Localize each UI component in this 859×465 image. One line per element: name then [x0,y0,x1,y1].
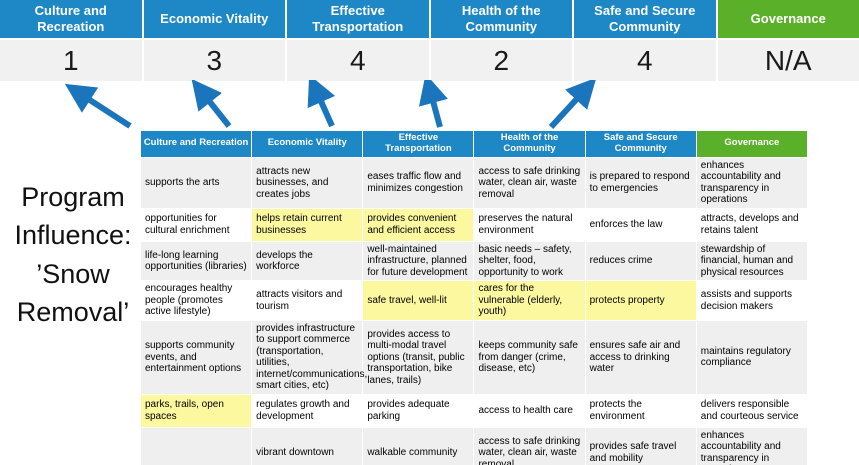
matrix-cell: enhances accountability and transparency… [695,156,809,209]
priority-header-effective-transportation: Effective Transportation [287,0,429,38]
matrix-row: life-long learning opportunities (librar… [139,240,809,282]
matrix-cell: preserves the natural environment [473,207,586,242]
matrix-cell: attracts new businesses, and creates job… [251,156,364,209]
matrix-column-header: Governance [695,130,809,158]
matrix-cell: protects the environment [584,393,697,428]
matrix-cell: ensures safe air and access to drinking … [584,319,697,395]
matrix-column-header: Culture and Recreation [139,130,253,158]
priority-header-culture-recreation: Culture and Recreation [0,0,142,38]
matrix-row: parks, trails, open spaces regulates grow… [139,393,809,428]
matrix-cell-highlighted: eases traffic flow and minimizes congest… [362,156,475,209]
matrix-cell: enhances accountability and transparency… [695,426,809,465]
matrix-cell: assists and supports decision makers [695,280,809,321]
matrix-cell-highlighted: cares for the vulnerable (elderly, youth… [473,280,586,321]
matrix-row: encourages healthy people (promotes acti… [139,280,809,321]
matrix-cell: maintains regulatory compliance [695,319,809,395]
matrix-cell: develops the workforce [251,240,364,282]
score-governance: N/A [717,40,859,81]
matrix-row: vibrant downtown walkable community access… [139,426,809,465]
up-arrow-icon [548,80,597,130]
matrix-body: supports the arts attracts new businesses… [139,156,809,465]
matrix-cell: supports the arts [139,156,253,209]
matrix-cell-highlighted: parks, trails, open spaces [139,393,253,428]
matrix-header-row: Culture and Recreation Economic Vitality E… [139,130,809,158]
matrix-cell-highlighted: safe travel, well-lit [362,280,475,321]
influence-arrows [64,80,597,130]
matrix-cell: opportunities for cultural enrichment [139,207,253,242]
matrix-cell: regulates growth and development [251,393,364,428]
matrix-column-header: Safe and Secure Community [584,130,697,158]
matrix-cell: stewardship of financial, human and phys… [695,240,809,282]
matrix-cell: delivers responsible and courteous servi… [695,393,809,428]
matrix-row: opportunities for cultural enrichment hel… [139,207,809,242]
score-economic-vitality: 3 [143,40,285,81]
matrix-cell: attracts visitors and tourism [251,280,364,321]
matrix-cell-highlighted: protects property [584,280,697,321]
program-title: Program Influence: ’Snow Removal’ [14,182,132,327]
matrix-cell-highlighted: provides safe travel and mobility [584,426,697,465]
matrix-cell-highlighted: keeps community safe from danger (crime,… [473,319,586,395]
matrix-cell: life-long learning opportunities (librar… [139,240,253,282]
score-health-community: 2 [430,40,572,81]
up-arrow-icon [418,80,448,128]
matrix-cell [139,426,253,465]
matrix-cell: vibrant downtown [251,426,364,465]
score-effective-transportation: 4 [287,40,429,81]
influence-matrix: Culture and Recreation Economic Vitality E… [139,130,809,465]
matrix-cell: access to health care [473,393,586,428]
priority-header-band: Culture and Recreation Economic Vitality… [0,0,859,38]
priority-header-health-community: Health of the Community [430,0,572,38]
priority-header-governance: Governance [717,0,859,38]
matrix-cell-highlighted: provides access to multi-modal travel op… [362,319,475,395]
priority-header-safe-secure-community: Safe and Secure Community [574,0,716,38]
matrix-cell: attracts, develops and retains talent [695,207,809,242]
matrix-cell-highlighted: is prepared to respond to emergencies [584,156,697,209]
matrix-cell-highlighted: basic needs – safety, shelter, food, opp… [473,240,586,282]
up-arrow-icon [64,83,132,129]
matrix-cell: access to safe drinking water, clean air… [473,156,586,209]
up-arrow-icon [191,80,232,128]
up-arrow-icon [307,80,336,128]
matrix-cell-highlighted: provides convenient and efficient access [362,207,475,242]
matrix-cell: well-maintained infrastructure, planned … [362,240,475,282]
score-safe-secure-community: 4 [574,40,716,81]
score-band: 1 3 4 2 4 N/A [0,40,859,81]
matrix-cell: reduces crime [584,240,697,282]
matrix-column-header: Effective Transportation [362,130,475,158]
matrix-row: supports community events, and entertain… [139,319,809,395]
score-culture-recreation: 1 [0,40,142,81]
matrix-cell: provides adequate parking [362,393,475,428]
matrix-cell: encourages healthy people (promotes acti… [139,280,253,321]
priority-header-economic-vitality: Economic Vitality [143,0,285,38]
matrix-cell: walkable community [362,426,475,465]
matrix-cell: supports community events, and entertain… [139,319,253,395]
matrix-cell-highlighted: provides infrastructure to support comme… [251,319,367,395]
matrix-column-header: Economic Vitality [251,130,364,158]
matrix-cell: access to safe drinking water, clean air… [473,426,586,465]
matrix-row: supports the arts attracts new businesses… [139,156,809,209]
matrix-cell-highlighted: helps retain current businesses [251,207,364,242]
matrix-column-header: Health of the Community [473,130,586,158]
influence-matrix-wrap: Culture and Recreation Economic Vitality E… [139,130,809,465]
matrix-cell: enforces the law [584,207,697,242]
